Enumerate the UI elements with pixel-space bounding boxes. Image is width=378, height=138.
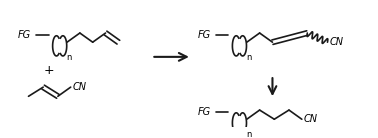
Text: CN: CN [304, 114, 318, 124]
Text: n: n [246, 130, 251, 138]
Text: FG: FG [17, 30, 31, 40]
Text: CN: CN [73, 82, 87, 92]
Text: FG: FG [197, 30, 211, 40]
Text: n: n [66, 53, 71, 62]
Text: n: n [246, 53, 251, 62]
Text: CN: CN [329, 37, 343, 47]
Text: +: + [43, 64, 54, 77]
Text: FG: FG [197, 107, 211, 117]
